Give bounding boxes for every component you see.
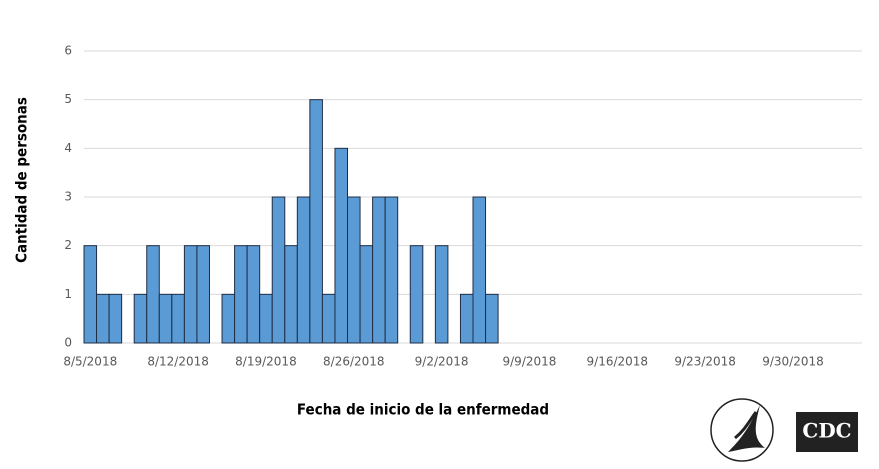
bar (296, 196, 311, 344)
bar (171, 293, 185, 344)
x-tick-label: 8/5/2018 (63, 355, 117, 369)
y-tick-label: 0 (64, 336, 72, 350)
cdc-logo: CDC (796, 412, 858, 452)
bar (271, 196, 286, 344)
logo-text: CDC (802, 419, 851, 443)
bar (234, 245, 248, 344)
bar (246, 245, 261, 344)
bar (384, 196, 399, 344)
y-tick-label: 2 (64, 238, 72, 252)
bar (108, 293, 123, 344)
x-tick-label: 9/9/2018 (503, 355, 557, 369)
bar (434, 245, 449, 344)
bar (372, 196, 386, 344)
bar (334, 147, 349, 344)
bar (347, 196, 361, 344)
x-tick-label: 9/2/2018 (415, 355, 469, 369)
bar (96, 293, 110, 344)
bar (309, 99, 323, 344)
y-tick-label: 5 (64, 92, 72, 106)
y-axis-title: Cantidad de personas (13, 97, 31, 263)
bar (485, 293, 499, 344)
bar (133, 293, 148, 344)
y-tick-label: 3 (64, 190, 72, 204)
y-tick-label: 4 (64, 141, 72, 155)
y-tick-label: 1 (64, 287, 72, 301)
x-tick-label: 9/16/2018 (587, 355, 649, 369)
bar (221, 293, 236, 344)
bar (284, 245, 298, 344)
bar (321, 293, 336, 344)
bar (196, 245, 210, 344)
bar (472, 196, 487, 344)
bar (83, 245, 98, 344)
bar (259, 293, 273, 344)
bar (158, 293, 173, 344)
x-tick-label: 8/26/2018 (323, 355, 385, 369)
x-tick-label: 9/23/2018 (674, 355, 736, 369)
bar (146, 245, 160, 344)
bar (359, 245, 374, 344)
x-tick-label: 8/12/2018 (147, 355, 209, 369)
x-tick-label: 9/30/2018 (762, 355, 824, 369)
bar (409, 245, 424, 344)
bar (183, 245, 198, 344)
x-axis-title: Fecha de inicio de la enfermedad (297, 401, 549, 419)
hhs-logo (710, 398, 774, 462)
y-tick-label: 6 (64, 44, 72, 58)
x-tick-label: 8/19/2018 (235, 355, 297, 369)
bar (459, 293, 474, 344)
